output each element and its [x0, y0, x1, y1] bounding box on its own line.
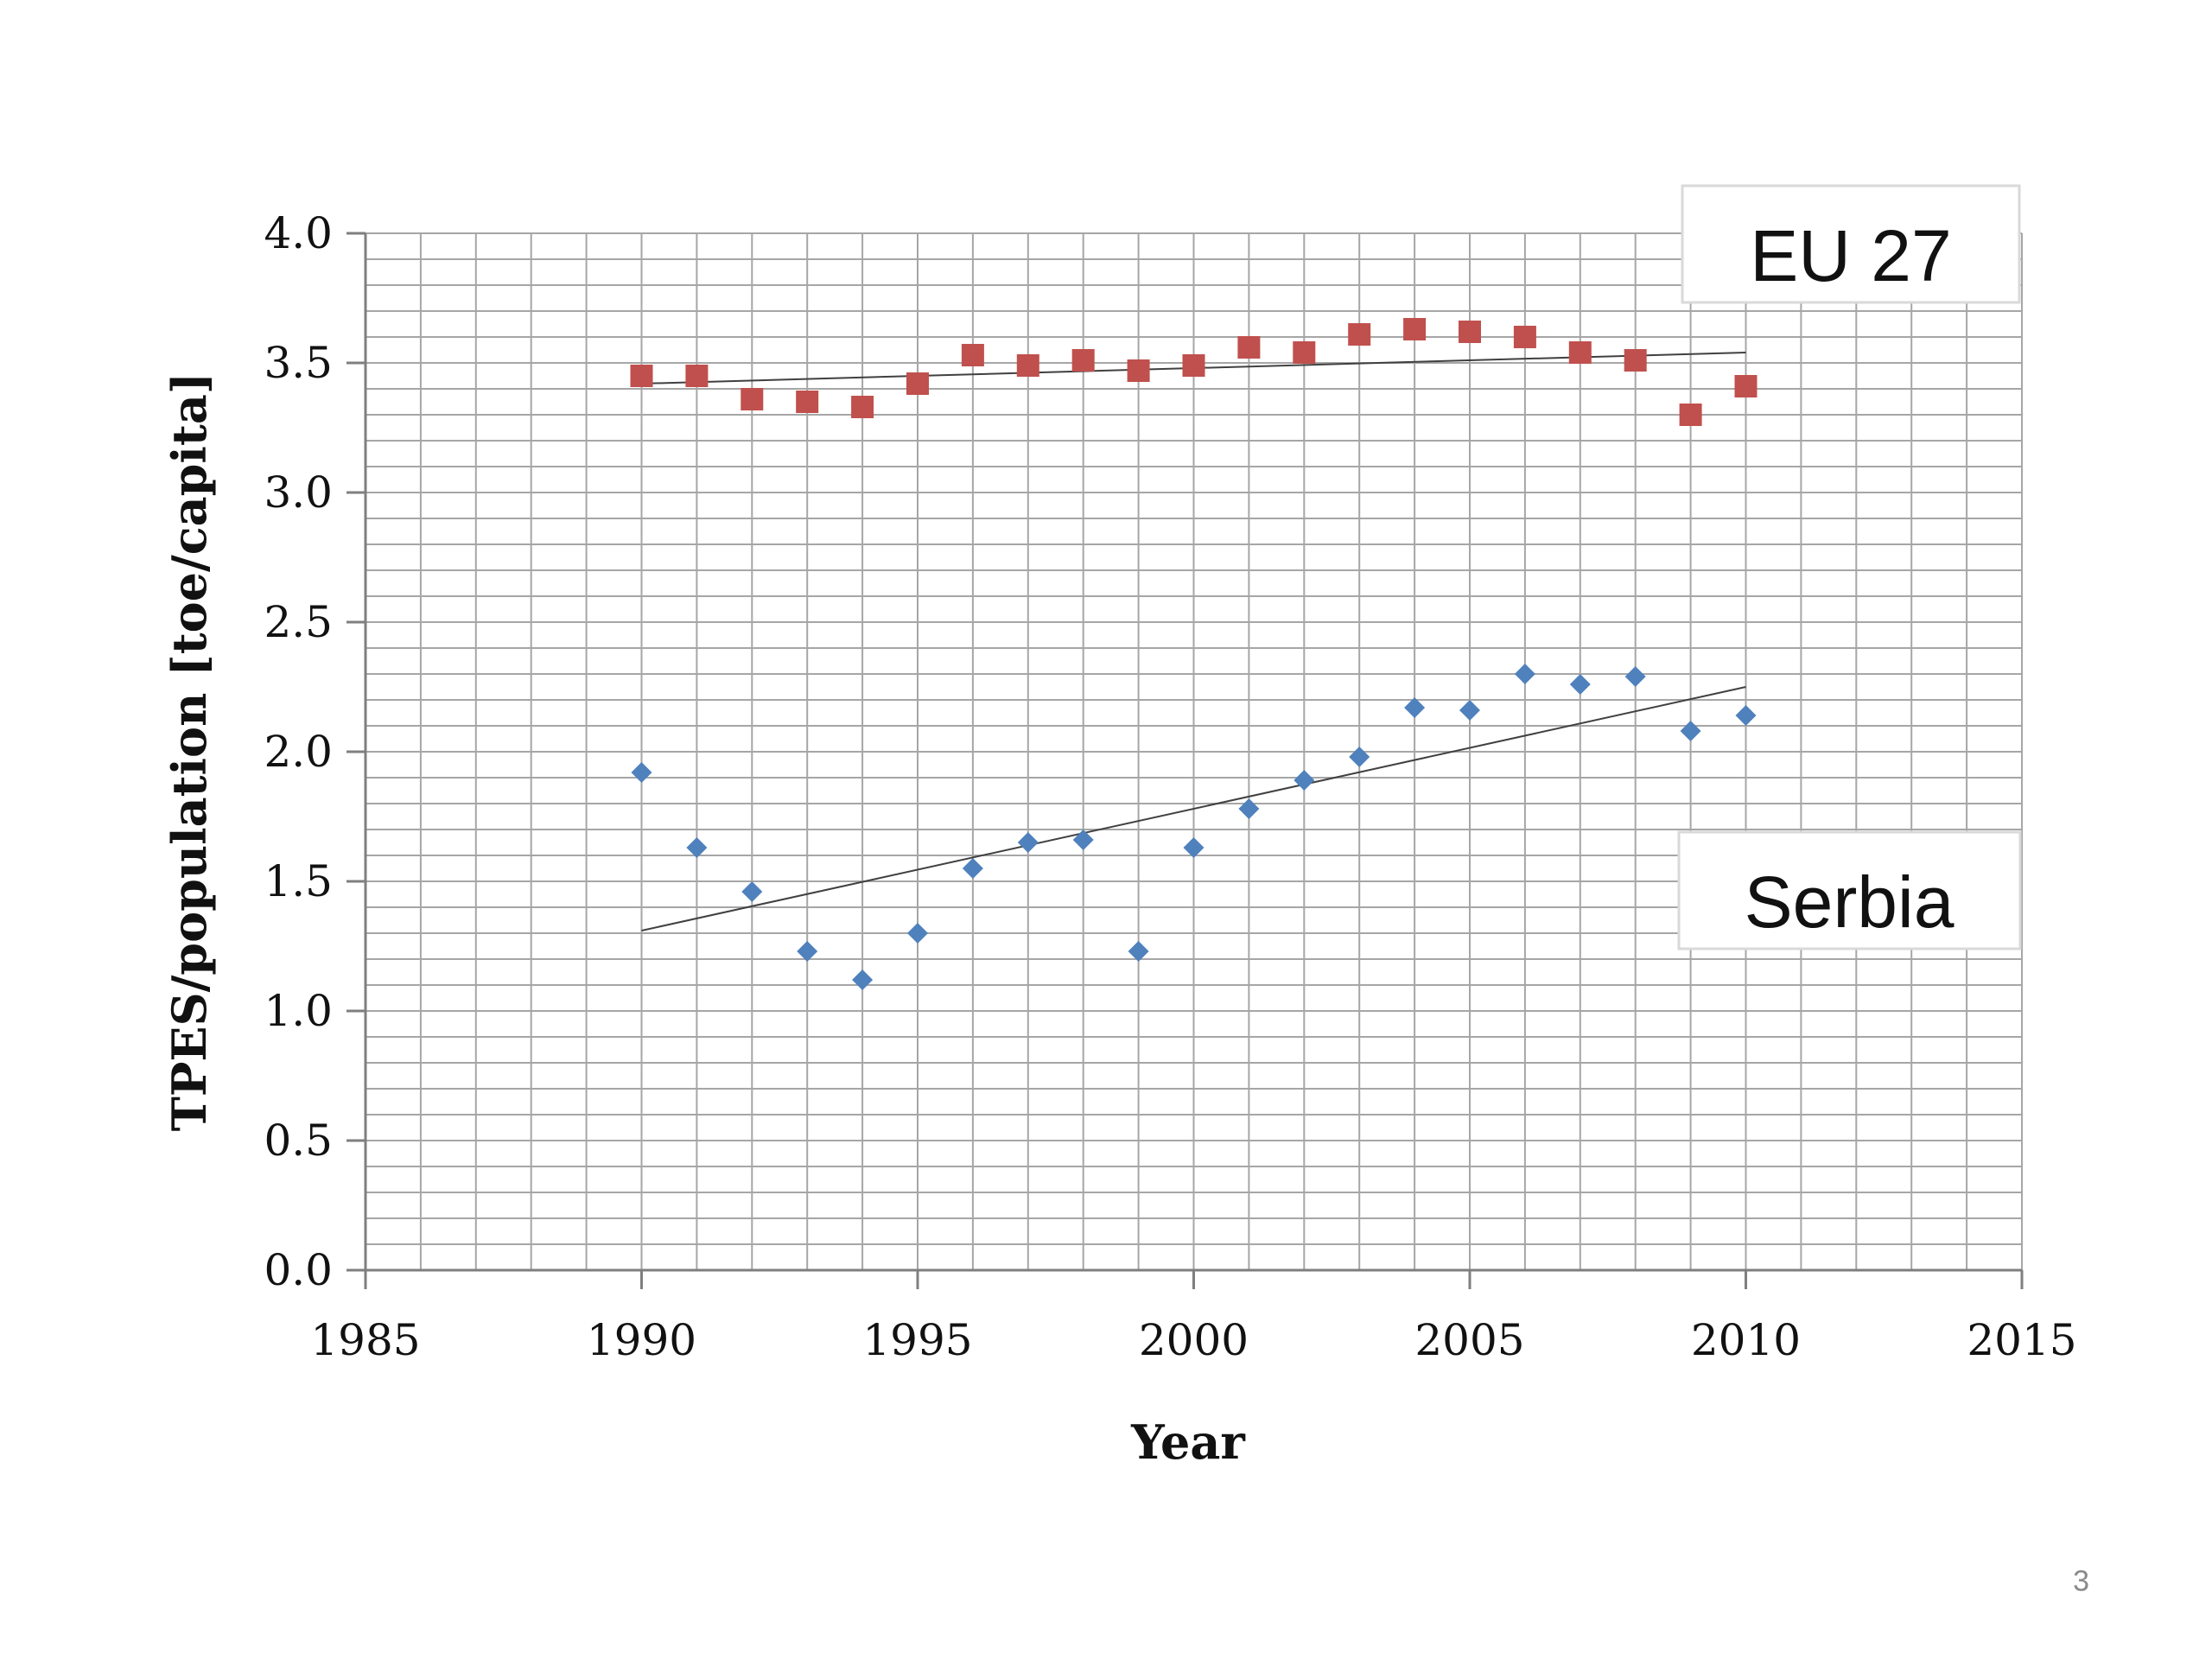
eu27-point [1513, 326, 1536, 348]
slide-number: 3 [2073, 1565, 2089, 1598]
eu27-point [1237, 336, 1261, 359]
eu27-point [1016, 354, 1039, 377]
x-tick-label: 2015 [1967, 1315, 2076, 1365]
serbia-point [1349, 747, 1370, 767]
eu27-point [1403, 318, 1427, 340]
serbia-point [1128, 941, 1149, 962]
x-tick-label: 1990 [587, 1315, 696, 1365]
eu27-point [906, 372, 929, 395]
serbia-point [1404, 697, 1426, 718]
y-tick-label: 3.0 [264, 467, 333, 518]
serbia-point [1735, 705, 1757, 726]
serbia-point [631, 762, 652, 783]
serbia-point [686, 837, 708, 858]
x-tick-label: 1995 [862, 1315, 972, 1365]
x-tick-label: 1985 [310, 1315, 420, 1365]
eu27-point [741, 388, 764, 410]
serbia-point [852, 969, 874, 990]
y-tick-label: 4.0 [264, 208, 333, 258]
serbia-point [1680, 721, 1701, 741]
eu27-point [1348, 323, 1371, 346]
tick-labels: 0.0 0.5 1.0 1.5 2.0 2.5 3.0 3.5 4.0 1985 1990 1995 2… [264, 208, 2076, 1365]
serbia-point [907, 923, 928, 944]
data-markers [630, 318, 1758, 990]
serbia-point [1569, 674, 1591, 695]
serbia-callout-label: Serbia [1745, 861, 1955, 943]
y-tick-label: 2.5 [264, 597, 333, 647]
serbia-point [1238, 798, 1260, 819]
serbia-trendline [641, 686, 1746, 931]
eu27-point [1071, 349, 1095, 372]
eu27-point [851, 396, 874, 418]
y-tick-label: 0.0 [264, 1245, 333, 1295]
y-tick-label: 2.0 [264, 727, 333, 777]
serbia-callout: Serbia [1677, 830, 2022, 950]
eu27-callout-box [1681, 184, 2021, 304]
y-axis-title: TPES/population [toe/capita] [162, 372, 217, 1132]
serbia-point [1514, 664, 1535, 684]
serbia-point [1183, 837, 1205, 858]
serbia-point [797, 941, 818, 962]
serbia-point [962, 858, 983, 879]
x-tick-label: 2010 [1691, 1315, 1801, 1365]
serbia-callout-box [1677, 830, 2022, 950]
y-tick-label: 0.5 [264, 1116, 333, 1166]
eu27-callout-label: EU 27 [1750, 215, 1951, 296]
eu27-point [796, 391, 819, 413]
eu27-point [685, 365, 709, 387]
eu27-point [1568, 341, 1592, 364]
eu27-point [1679, 404, 1702, 426]
eu27-callout: EU 27 [1681, 184, 2021, 304]
eu27-point [1459, 321, 1481, 343]
y-tick-label: 1.5 [264, 856, 333, 906]
serbia-point [1459, 700, 1480, 721]
eu27-point [1624, 349, 1647, 372]
serbia-point [1072, 830, 1094, 850]
eu27-point [1293, 341, 1316, 364]
serbia-point [1294, 770, 1315, 791]
y-tick-label: 1.0 [264, 986, 333, 1036]
x-tick-label: 2000 [1139, 1315, 1249, 1365]
y-tick-label: 3.5 [264, 338, 333, 388]
x-tick-label: 2005 [1414, 1315, 1524, 1365]
eu27-point [1182, 354, 1205, 377]
serbia-point [1624, 666, 1646, 687]
x-axis-title: Year [1130, 1414, 1245, 1470]
eu27-point [961, 344, 984, 366]
eu27-point [1127, 359, 1150, 382]
serbia-point [1017, 832, 1039, 853]
eu27-point [630, 365, 653, 387]
eu27-point [1734, 375, 1758, 397]
serbia-point [741, 881, 763, 902]
chart-grid [364, 232, 2023, 1272]
